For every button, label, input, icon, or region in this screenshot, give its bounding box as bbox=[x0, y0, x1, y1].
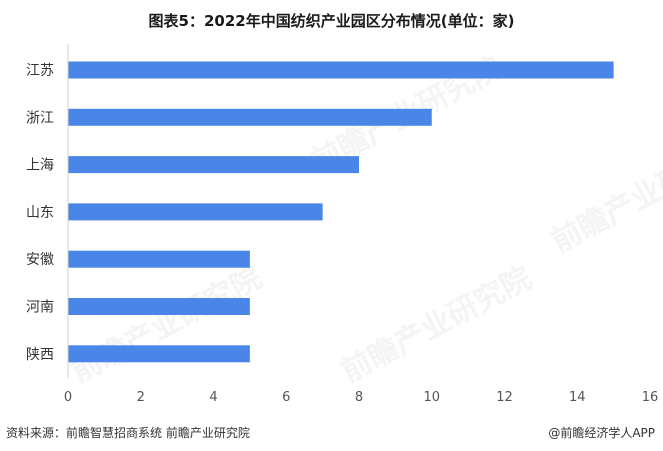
bar-1 bbox=[68, 108, 432, 126]
x-tick-label: 16 bbox=[642, 390, 659, 405]
bar-6 bbox=[68, 345, 250, 363]
x-tick-label: 10 bbox=[423, 390, 440, 405]
bar-2 bbox=[68, 156, 359, 174]
bar-4 bbox=[68, 250, 250, 268]
bar-5 bbox=[68, 298, 250, 315]
category-label: 安徽 bbox=[26, 252, 54, 268]
category-label: 陕西 bbox=[26, 347, 54, 363]
chart-title: 图表5：2022年中国纺织产业园区分布情况(单位：家) bbox=[148, 12, 515, 30]
x-tick-label: 2 bbox=[137, 390, 145, 405]
x-tick-label: 14 bbox=[569, 390, 586, 405]
category-label: 河南 bbox=[26, 300, 54, 316]
bar-3 bbox=[68, 203, 323, 221]
x-tick-label: 0 bbox=[64, 390, 72, 405]
category-label: 上海 bbox=[26, 158, 54, 174]
x-tick-label: 8 bbox=[355, 390, 363, 405]
x-tick-label: 12 bbox=[496, 390, 513, 405]
x-tick-label: 4 bbox=[209, 390, 217, 405]
x-axis-labels: 0 2 4 6 8 10 12 14 16 bbox=[64, 390, 658, 405]
brand-credit: @前瞻经济学人APP bbox=[548, 426, 655, 440]
category-label: 山东 bbox=[26, 205, 54, 221]
source-note: 资料来源：前瞻智慧招商系统 前瞻产业研究院 bbox=[6, 426, 250, 440]
bar-0 bbox=[68, 61, 614, 79]
category-label: 浙江 bbox=[26, 110, 54, 126]
category-label: 江苏 bbox=[26, 63, 54, 79]
bars-group bbox=[68, 61, 614, 363]
x-tick-label: 6 bbox=[282, 390, 290, 405]
